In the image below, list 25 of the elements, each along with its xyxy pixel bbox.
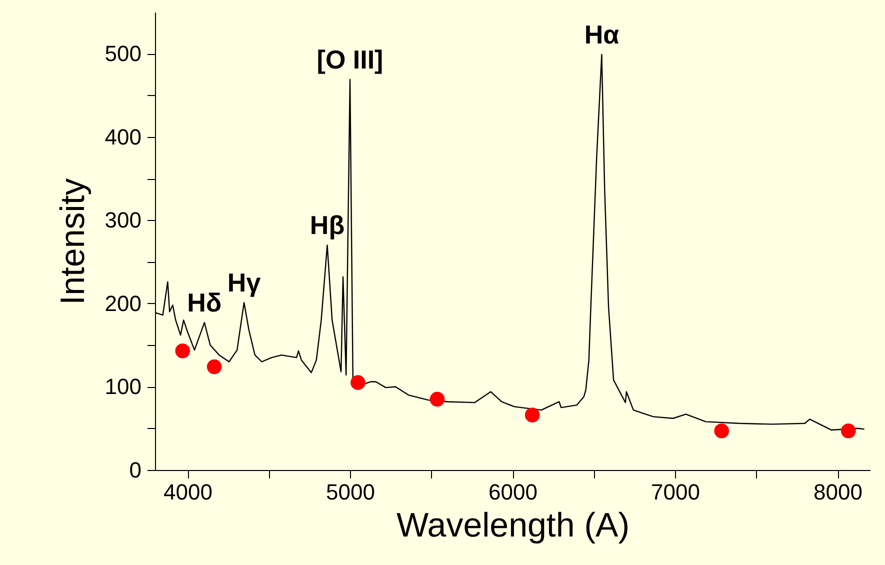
point: [840, 423, 856, 438]
annotation: Hβ: [310, 210, 345, 240]
x-tick-label: 7000: [651, 480, 700, 504]
y-tick-label: 300: [104, 208, 142, 233]
y-tick-label: 500: [104, 41, 142, 66]
annotation: Hα: [584, 19, 620, 50]
point: [714, 423, 730, 438]
point: [206, 359, 222, 374]
y-tick-label: 100: [104, 374, 142, 400]
x-tick-label: 4000: [164, 480, 212, 504]
y-axis-title: Intensity: [54, 178, 92, 305]
point: [350, 375, 366, 390]
point: [524, 408, 540, 422]
point: [430, 392, 445, 407]
y-tick-label: 0: [129, 458, 142, 482]
point: [175, 344, 190, 358]
y-tick-label: 400: [104, 124, 142, 150]
x-axis-title: Wavelength (A): [396, 506, 630, 544]
x-tick-label: 8000: [814, 480, 862, 504]
x-tick-label: 5000: [326, 480, 375, 504]
annotation: Hδ: [187, 288, 222, 318]
annotation: [O III]: [316, 44, 384, 74]
annotation: Hγ: [227, 268, 262, 298]
y-tick-label: 200: [104, 290, 142, 316]
x-tick-label: 6000: [488, 480, 538, 504]
